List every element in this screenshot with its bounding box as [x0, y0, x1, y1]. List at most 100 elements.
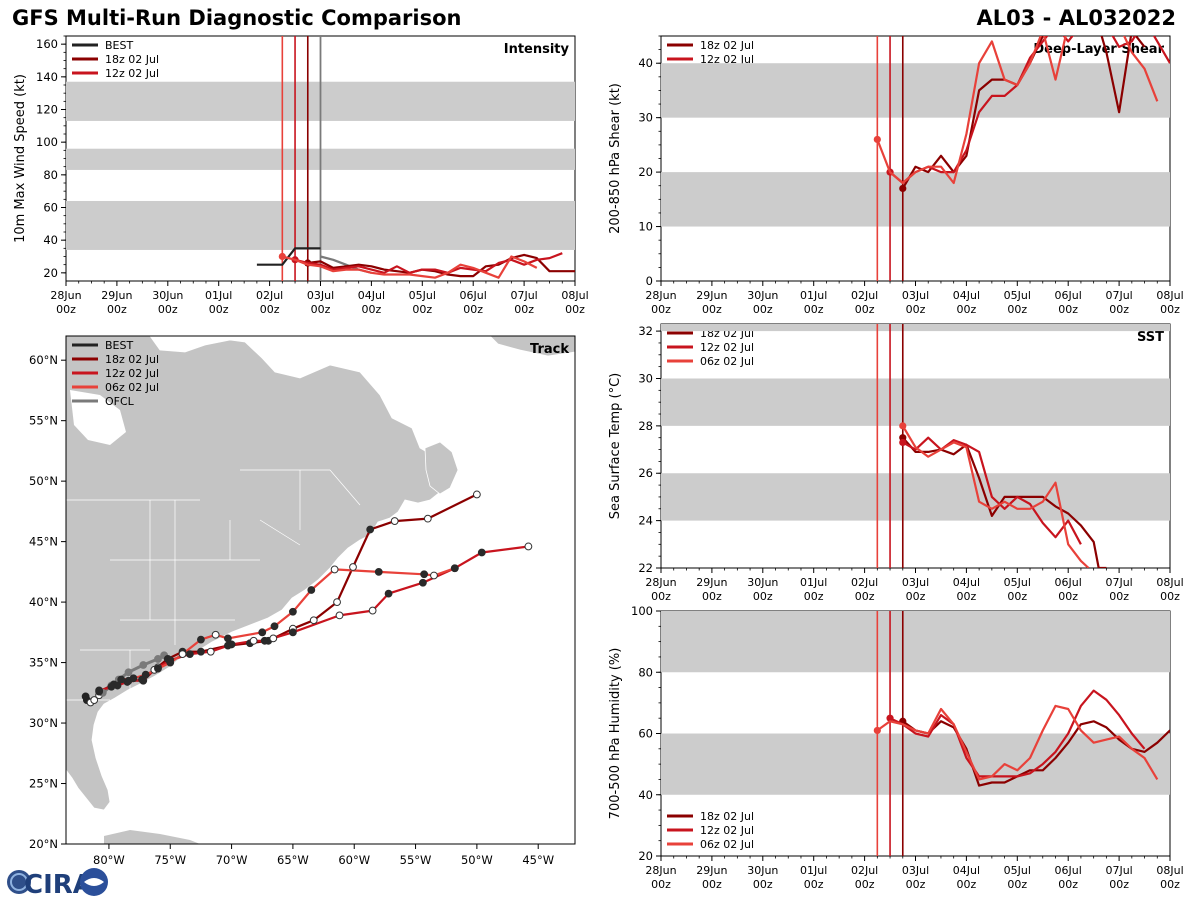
sst-xtick-date: 30Jun	[747, 576, 778, 589]
shear-ytick-label: 0	[646, 274, 653, 288]
rh-xtick-hour: 00z	[906, 878, 926, 891]
sst-xtick-hour: 00z	[1160, 590, 1180, 603]
rh-ytick-label: 60	[638, 727, 653, 741]
rh-line-r12	[889, 689, 1146, 778]
rh-ytick-label: 80	[638, 665, 653, 679]
shear-xtick-date: 03Jul	[902, 289, 929, 302]
sst-series-layer	[661, 324, 1170, 568]
rh-xtick-hour: 00z	[804, 878, 824, 891]
rh-xtick-hour: 00z	[1058, 878, 1078, 891]
shear-xtick-date: 30Jun	[747, 289, 778, 302]
rh-xtick-hour: 00z	[1160, 878, 1180, 891]
intensity-xtick-date: 06Jul	[460, 289, 487, 302]
track-point-r12	[260, 636, 269, 645]
shear-series-layer	[661, 36, 1170, 281]
track-lon-label: 70°W	[216, 853, 248, 867]
intensity-xtick-date: 03Jul	[307, 289, 334, 302]
sst-xtick-hour: 00z	[702, 590, 722, 603]
intensity-line-r06	[282, 255, 538, 279]
rh-ytick-label: 40	[638, 788, 653, 802]
rh-ytick-label: 100	[631, 604, 653, 618]
intensity-xtick-hour: 00z	[362, 303, 382, 316]
shear-xtick-hour: 00z	[804, 303, 824, 316]
intensity-xtick-hour: 00z	[311, 303, 331, 316]
shear-xtick-date: 04Jul	[953, 289, 980, 302]
track-point-r12	[368, 606, 377, 615]
shear-xtick-hour: 00z	[1109, 303, 1129, 316]
rh-ylabel: 700-500 hPa Humidity (%)	[608, 648, 623, 820]
rh-legend-label: 18z 02 Jul	[700, 810, 754, 823]
rh-xtick-date: 04Jul	[953, 864, 980, 877]
track-point-r06	[129, 674, 138, 683]
sst-xtick-date: 03Jul	[902, 576, 929, 589]
track-lat-label: 25°N	[29, 777, 58, 791]
intensity-xtick-date: 29Jun	[101, 289, 132, 302]
sst-xtick-date: 02Jul	[851, 576, 878, 589]
sst-line-r12	[902, 436, 1082, 545]
track-legend-label: 18z 02 Jul	[105, 353, 159, 366]
sst-xtick-hour: 00z	[804, 590, 824, 603]
intensity-xtick-hour: 00z	[158, 303, 178, 316]
shear-xtick-hour: 00z	[753, 303, 773, 316]
shear-xtick-date: 01Jul	[800, 289, 827, 302]
figure-title: GFS Multi-Run Diagnostic Comparison	[12, 6, 462, 30]
intensity-legend-label: 12z 02 Jul	[105, 67, 159, 80]
sst-ytick-label: 26	[638, 466, 653, 480]
intensity-xtick-hour: 00z	[56, 303, 76, 316]
rh-band-1	[661, 611, 1170, 673]
track-point-r06	[223, 634, 232, 643]
intensity-ytick-label: 120	[36, 103, 58, 117]
sst-xtick-hour: 00z	[651, 590, 671, 603]
sst-band-0	[661, 473, 1170, 521]
intensity-xtick-hour: 00z	[107, 303, 127, 316]
intensity-legend-label: BEST	[105, 39, 133, 52]
track-lon-label: 45°W	[522, 853, 554, 867]
rh-xtick-date: 06Jul	[1055, 864, 1082, 877]
intensity-xtick-date: 07Jul	[510, 289, 537, 302]
rh-band-0	[661, 733, 1170, 795]
land-greenland	[489, 336, 575, 357]
shear-xtick-date: 05Jul	[1004, 289, 1031, 302]
track-point-r18	[423, 514, 432, 523]
track-point-r06	[166, 658, 175, 667]
sst-ytick-label: 24	[638, 514, 653, 528]
track-point-r06	[430, 571, 438, 580]
land-hudson-bay	[70, 390, 126, 445]
shear-ytick-label: 20	[638, 165, 653, 179]
rh-xtick-hour: 00z	[702, 878, 722, 891]
shear-xtick-hour: 00z	[1160, 303, 1180, 316]
rh-xtick-date: 05Jul	[1004, 864, 1031, 877]
intensity-xtick-hour: 00z	[463, 303, 483, 316]
shear-xtick-date: 29Jun	[696, 289, 727, 302]
intensity-legend-label: 18z 02 Jul	[105, 53, 159, 66]
track-point-r06	[307, 586, 316, 594]
sst-xtick-date: 05Jul	[1004, 576, 1031, 589]
track-point-r06	[197, 635, 205, 644]
rh-init-point-r12	[886, 714, 894, 722]
track-point-r18	[366, 525, 375, 534]
intensity-xtick-date: 02Jul	[256, 289, 283, 302]
intensity-xtick-date: 30Jun	[152, 289, 183, 302]
sst-xtick-date: 07Jul	[1105, 576, 1132, 589]
rh-xtick-date: 02Jul	[851, 864, 878, 877]
rh-xtick-hour: 00z	[753, 878, 773, 891]
land-newfoundland	[424, 441, 459, 495]
shear-panel-title: Deep-Layer Shear	[1033, 42, 1164, 57]
rh-series-layer	[661, 611, 1170, 856]
shear-legend-label: 12z 02 Jul	[700, 53, 754, 66]
intensity-xtick-date: 01Jul	[205, 289, 232, 302]
sst-band-2	[661, 324, 1170, 332]
track-point-ofcl	[154, 655, 162, 663]
track-point-r06	[420, 570, 429, 579]
sst-ytick-label: 28	[638, 419, 653, 433]
track-point-r12	[477, 548, 486, 557]
track-point-r12	[206, 647, 215, 656]
intensity-panel-title: Intensity	[504, 42, 570, 57]
sst-ytick-label: 30	[638, 371, 653, 385]
sst-init-point-r06	[899, 422, 907, 430]
track-legend-label: 06z 02 Jul	[105, 381, 159, 394]
track-point-r18	[390, 517, 399, 525]
intensity-xtick-hour: 00z	[412, 303, 432, 316]
shear-line-r12	[889, 36, 1170, 185]
